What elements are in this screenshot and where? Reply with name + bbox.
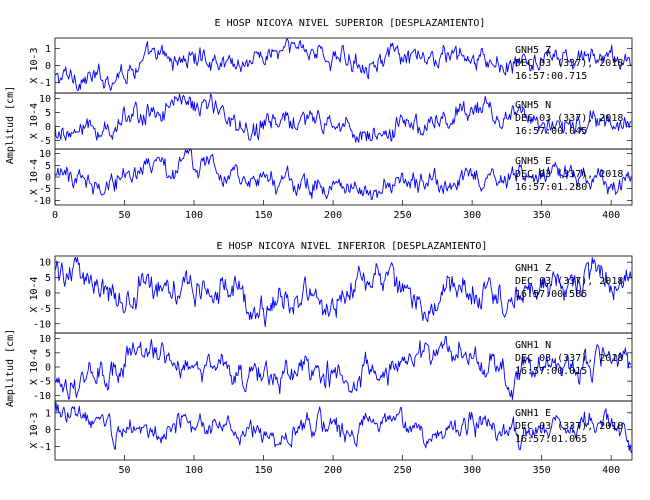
panel-annotation-line: DEC 03 (337), 2018 [515, 58, 623, 69]
y-tick-label: -10 [33, 391, 51, 402]
x-tick-label: 250 [394, 210, 412, 221]
top-chart-ylabel: Amplitud [cm] [5, 86, 16, 164]
bottom-panel-1: -10 -5 0 5 10 X 10-4 GNH1 Z DEC 03 (337), 2018 1… [29, 255, 633, 334]
top-chart-title: E HOSP NICOYA NIVEL SUPERIOR [DESPLAZAMI… [215, 18, 486, 29]
bottom-x-axis: 50 100 150 200 250 300 350 400 [118, 455, 620, 476]
panel-annotation-line: GNH5 Z [515, 45, 551, 56]
y-tick-label: -5 [39, 184, 51, 195]
x-tick-label: 350 [533, 465, 551, 476]
panel-multiplier-label: X 10-4 [29, 103, 40, 139]
x-tick-label: 250 [394, 465, 412, 476]
panel-annotation-line: DEC 03 (337), 2018 [515, 169, 623, 180]
panel-annotation-line: GNH5 E [515, 156, 551, 167]
x-tick-label: 400 [602, 465, 620, 476]
y-tick-label: -5 [39, 304, 51, 315]
x-tick-label: 200 [324, 210, 342, 221]
y-tick-label: 0 [45, 425, 51, 436]
panel-annotation-line: GNH1 Z [515, 263, 551, 274]
panel-multiplier-label: X 10-3 [29, 47, 40, 83]
panel-multiplier-label: X 10-4 [29, 276, 40, 312]
x-tick-label: 100 [185, 465, 203, 476]
top-panel-1: -1 0 1 X 10-3 GNH5 Z DEC 03 (337), 2018 16:57:… [29, 37, 633, 94]
panel-annotation-line: 16:57:01.280 [515, 182, 587, 193]
x-tick-label: 50 [118, 465, 130, 476]
panel-multiplier-label: X 10-4 [29, 349, 40, 385]
waveform-trace [54, 93, 632, 143]
y-tick-label: 10 [39, 149, 51, 160]
y-tick-label: -5 [39, 136, 51, 147]
y-tick-label: 5 [45, 273, 51, 284]
x-tick-label: 400 [602, 210, 620, 221]
x-tick-label: 350 [533, 210, 551, 221]
bottom-panel-3: -1 0 1 X 10-3 GNH1 E DEC 03 (337), 2018 16:57:… [29, 400, 633, 461]
waveform-trace [54, 257, 632, 328]
bottom-panel-2: -10 -5 0 5 10 X 10-4 GNH1 N DEC 03 (337), 2018 1… [29, 332, 633, 402]
x-tick-label: 100 [185, 210, 203, 221]
bottom-chart-title: E HOSP NICOYA NIVEL INFERIOR [DESPLAZAMI… [217, 241, 488, 252]
x-tick-label: 150 [255, 210, 273, 221]
panel-annotation-line: DEC 03 (337), 2018 [515, 421, 623, 432]
panel-annotation-line: DEC 03 (337), 2018 [515, 353, 623, 364]
panel-annotation-line: 16:57:01.065 [515, 434, 587, 445]
top-x-axis: 0 50 100 150 200 250 300 350 400 [52, 200, 620, 221]
y-tick-label: -10 [33, 319, 51, 330]
y-tick-label: 10 [39, 94, 51, 105]
y-tick-label: 10 [39, 258, 51, 269]
y-tick-label: 10 [39, 334, 51, 345]
panel-annotation-line: GNH1 N [515, 340, 551, 351]
y-tick-label: 0 [45, 363, 51, 374]
x-tick-label: 150 [255, 465, 273, 476]
panel-frame [54, 400, 633, 461]
x-tick-label: 50 [118, 210, 130, 221]
y-tick-label: 0 [45, 173, 51, 184]
y-tick-label: 0 [45, 288, 51, 299]
y-tick-label: -1 [39, 78, 51, 89]
y-tick-label: 1 [45, 44, 51, 55]
y-tick-label: 5 [45, 108, 51, 119]
x-tick-label: 0 [52, 210, 58, 221]
panel-multiplier-label: X 10-4 [29, 159, 40, 195]
panel-annotation-line: DEC 03 (337), 2018 [515, 276, 623, 287]
panel-annotation-line: GNH1 E [515, 408, 551, 419]
bottom-chart-ylabel: Amplitud [cm] [5, 329, 16, 407]
y-tick-label: -1 [39, 442, 51, 453]
x-tick-label: 300 [463, 210, 481, 221]
x-tick-label: 200 [324, 465, 342, 476]
y-tick-label: 1 [45, 408, 51, 419]
panel-annotation-line: 16:57:00.715 [515, 71, 587, 82]
panel-annotation-line: 16:57:00.045 [515, 126, 587, 137]
y-tick-label: 5 [45, 161, 51, 172]
panel-annotation-line: GNH5 N [515, 100, 551, 111]
y-tick-label: -5 [39, 377, 51, 388]
y-tick-label: 5 [45, 348, 51, 359]
panel-annotation-line: 16:57:00.585 [515, 289, 587, 300]
y-tick-label: 0 [45, 122, 51, 133]
panel-multiplier-label: X 10-3 [29, 412, 40, 448]
panel-annotation-line: 16:57:00.015 [515, 366, 587, 377]
y-tick-label: -10 [33, 196, 51, 207]
waveform-trace [54, 149, 632, 200]
panel-annotation-line: DEC 03 (337), 2018 [515, 113, 623, 124]
waveform-trace [54, 38, 632, 92]
waveform-trace [54, 336, 632, 400]
waveform-trace [54, 402, 632, 453]
top-panel-2: -5 0 5 10X 10-4 GNH5 N DEC 03 (337), 2018 16:5… [29, 92, 633, 150]
x-tick-label: 300 [463, 465, 481, 476]
y-tick-label: 0 [45, 61, 51, 72]
